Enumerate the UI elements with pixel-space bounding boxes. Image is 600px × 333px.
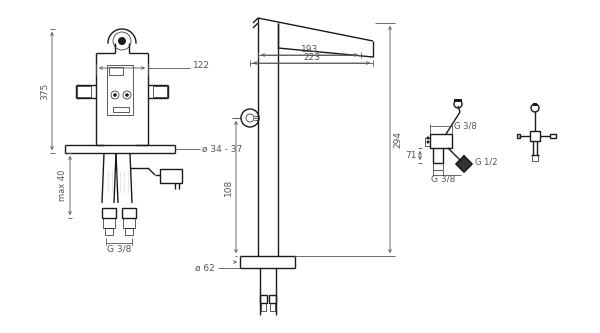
Text: G 3/8: G 3/8 [454,122,477,131]
Text: 294: 294 [393,131,402,148]
Bar [425,138,430,146]
Polygon shape [456,156,472,172]
Circle shape [427,141,430,144]
Circle shape [427,137,430,140]
Bar [533,103,537,106]
Bar [530,131,540,141]
Text: G 1/2: G 1/2 [475,158,497,166]
Bar [160,169,182,183]
Bar [532,155,538,161]
Circle shape [113,93,117,97]
Bar [105,228,113,235]
Circle shape [125,93,129,97]
Bar [261,303,266,311]
Text: G 3/8: G 3/8 [431,174,455,183]
Text: 71: 71 [406,151,417,160]
Bar [123,218,135,228]
Bar [77,86,91,97]
Bar [430,134,452,148]
Bar [125,228,133,235]
Text: 122: 122 [193,61,210,70]
Bar [433,163,443,170]
Circle shape [118,37,126,45]
Bar [122,208,136,218]
Text: 223: 223 [303,54,320,63]
Text: ø 34 - 37: ø 34 - 37 [202,145,242,154]
Bar [103,218,115,228]
Bar [102,208,116,218]
Text: ø 62: ø 62 [195,263,215,272]
Bar [517,134,520,138]
Text: 193: 193 [301,46,318,55]
Text: 375: 375 [40,82,49,100]
Text: 108: 108 [224,178,233,195]
Bar [454,99,462,102]
Bar [109,67,123,75]
Bar [550,134,556,138]
Bar [260,295,267,303]
Bar [269,295,276,303]
Bar [270,303,275,311]
Bar [153,86,167,97]
Text: max 40: max 40 [58,170,67,201]
Text: G 3/8: G 3/8 [107,244,131,253]
Bar [107,65,133,115]
Bar [113,107,129,112]
